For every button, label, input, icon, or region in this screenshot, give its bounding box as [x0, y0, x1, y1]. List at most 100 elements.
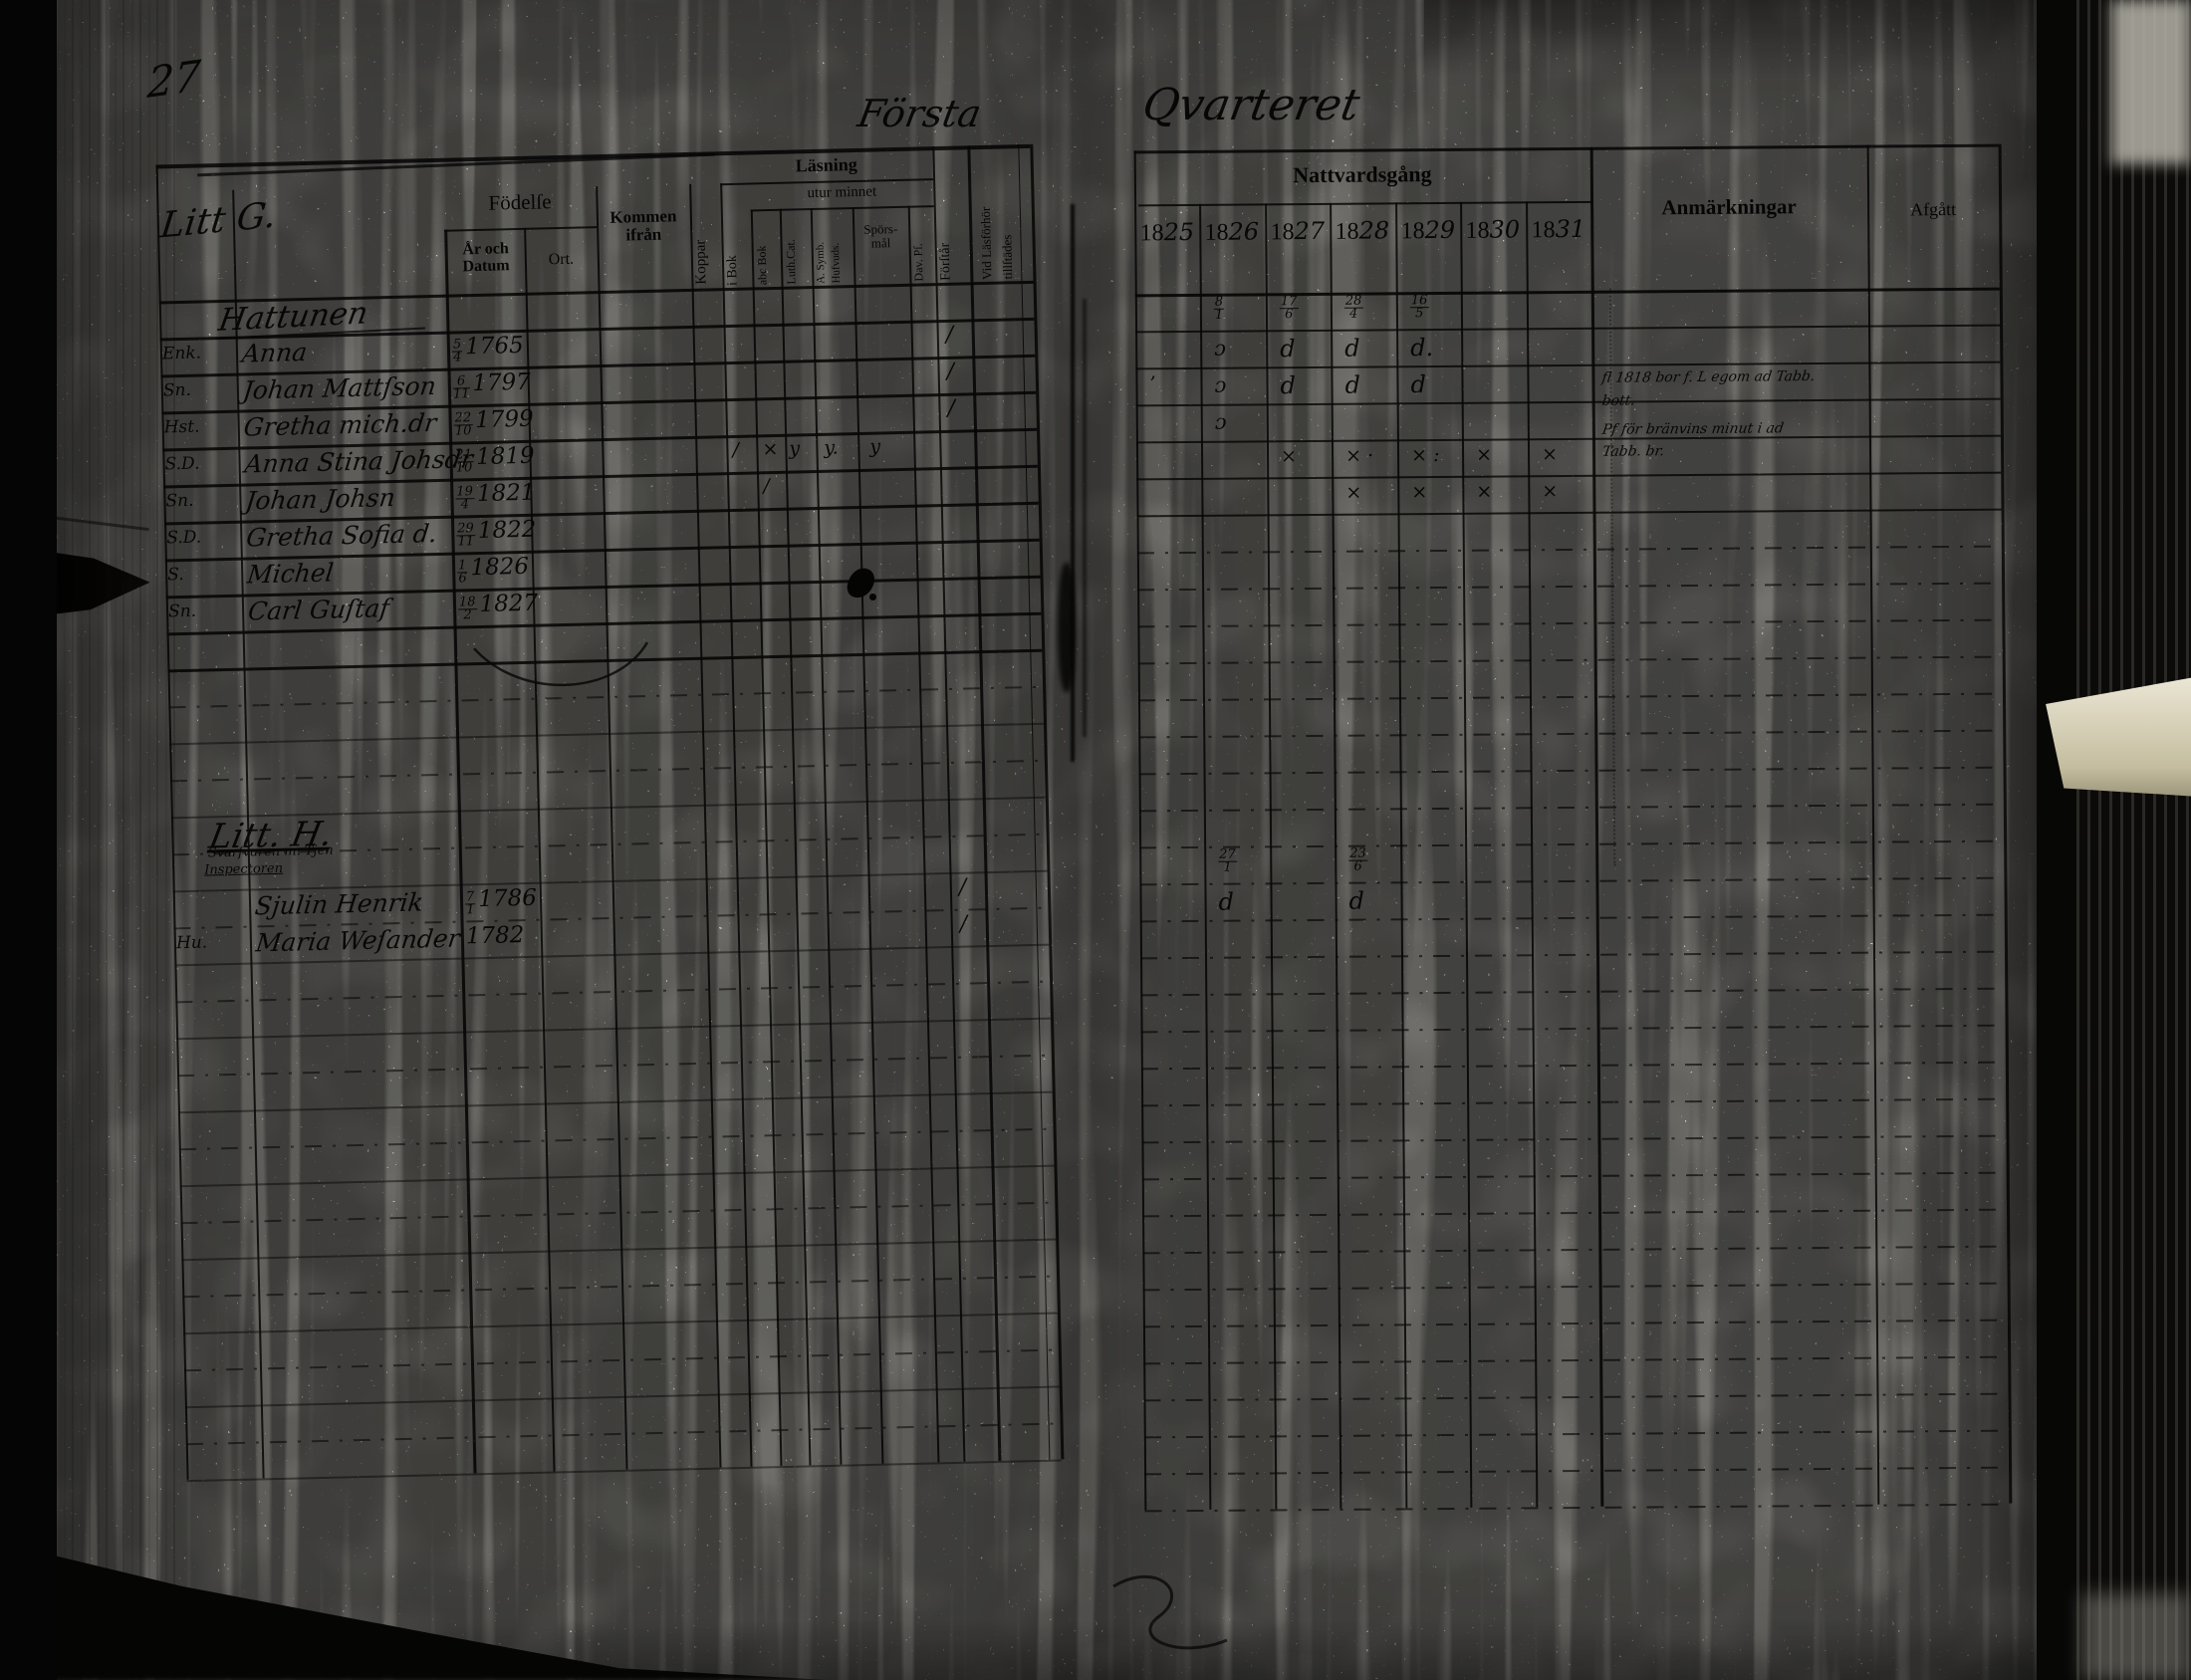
column-rule — [1330, 202, 1342, 1509]
column-rule — [1526, 201, 1539, 1508]
right-page-table: Nattvardsgång Anmärkningar Afgått 1825 18… — [1133, 136, 2013, 1518]
row-rule — [172, 869, 1048, 893]
reading-mark: / — [763, 475, 770, 498]
header-abc-bok: abc Bok — [754, 245, 770, 286]
birth-date: 19 4 1821 — [455, 479, 536, 513]
forstar-mark: / — [959, 911, 968, 937]
relation-abbrev: Sn. — [167, 600, 197, 622]
communion-mark: × — [1542, 480, 1559, 503]
occupation-note: Inspectoren — [204, 860, 284, 878]
row-rule — [181, 1238, 1057, 1262]
reading-mark: / — [732, 438, 740, 461]
column-rule — [720, 183, 753, 1467]
row-rule — [444, 226, 598, 232]
column-rule — [689, 183, 722, 1468]
forstar-mark: / — [958, 874, 967, 900]
scanner-black-border-left — [0, 0, 57, 1680]
birth-date: 1 6 1826 — [456, 553, 530, 587]
row-rule — [170, 759, 1045, 783]
row-rule — [178, 1127, 1054, 1151]
scanner-black-border-right — [2037, 0, 2191, 1680]
member-name: Michel — [245, 558, 336, 590]
row-rule — [180, 1201, 1056, 1225]
header-i-bok: i Bok — [724, 255, 741, 287]
column-rule — [1866, 144, 1880, 1505]
year-header: 1825 — [1139, 217, 1195, 247]
communion-mark: × — [1476, 480, 1493, 503]
forstar-mark: / — [945, 322, 954, 348]
row-rule — [179, 1164, 1055, 1188]
row-rule — [177, 1054, 1052, 1078]
birth-date: 1782 — [465, 922, 525, 950]
row-rule — [184, 1385, 1060, 1409]
member-name: Carl Guſtaf — [246, 594, 391, 626]
header-koppar: Koppar — [692, 239, 710, 285]
communion-mark: ’ — [1149, 372, 1156, 395]
communion-mark: ɔ — [1214, 409, 1227, 434]
scan-shadow — [1424, 0, 2034, 78]
communion-date: 23 6 — [1348, 845, 1367, 874]
member-name: Gretha Sofia d. — [244, 518, 439, 553]
communion-mark: × · — [1344, 444, 1374, 467]
row-rule — [182, 1275, 1058, 1299]
member-name: Sjulin Henrik — [253, 887, 425, 921]
birth-date: 7 1 1786 — [464, 884, 538, 918]
communion-mark: ɔ — [1214, 336, 1227, 360]
reading-mark: × — [762, 437, 779, 461]
communion-mark: d — [1410, 370, 1426, 399]
communion-date: 16 5 — [1409, 293, 1429, 322]
member-name: Johan Johsn — [243, 482, 397, 516]
header-fodelse: Födelſe — [488, 189, 552, 215]
year-header: 1828 — [1335, 216, 1390, 245]
member-name: Anna Stina Johsdr — [243, 444, 475, 479]
column-rule — [1199, 203, 1212, 1510]
fore-edge-lowlight — [2081, 1593, 2191, 1680]
section-g-heading: Litt G. — [157, 194, 279, 247]
member-name: Gretha mich.dr — [242, 407, 438, 442]
birth-date: 6 11 1797 — [452, 368, 532, 402]
header-anmarkningar: Anmärkningar — [1661, 194, 1797, 220]
communion-mark: d — [1344, 334, 1360, 362]
spread-title-first: Första — [854, 92, 985, 135]
communion-mark: d — [1348, 886, 1365, 915]
communion-date: 27 1 — [1218, 846, 1237, 875]
row-rule — [185, 1422, 1061, 1446]
row-rule — [1138, 200, 1593, 207]
communion-date: 17 6 — [1279, 294, 1299, 323]
member-name: Maria Weſander — [254, 923, 462, 958]
birth-date: 21 10 1819 — [454, 442, 535, 476]
gutter-ink-smudge — [1058, 563, 1076, 692]
row-rule — [183, 1312, 1058, 1335]
ink-dot — [869, 594, 876, 600]
header-nattvardsgang: Nattvardsgång — [1293, 161, 1432, 188]
column-rule — [1265, 203, 1278, 1510]
member-name: Johan Mattſson — [241, 370, 438, 405]
communion-mark: d — [1280, 371, 1296, 400]
forstar-mark: / — [946, 359, 955, 384]
communion-mark: d — [1280, 335, 1296, 363]
remark-note: Pf för bränvins minut i ad — [1600, 420, 1785, 438]
member-name: Anna — [240, 337, 309, 368]
communion-mark: × — [1541, 443, 1559, 466]
reading-mark: y — [789, 437, 801, 460]
communion-mark: × — [1411, 481, 1428, 504]
row-rule — [175, 980, 1051, 1004]
header-utur-minnet: utur minnet — [807, 183, 877, 202]
remark-note: Tabb. br. — [1601, 443, 1666, 461]
year-header: 1827 — [1270, 216, 1326, 246]
header-dav-ps: Dav. Pſ. — [910, 243, 926, 282]
communion-date: 28 4 — [1343, 293, 1363, 322]
relation-abbrev: Sn. — [165, 490, 194, 512]
row-rule — [750, 205, 934, 212]
column-rule — [596, 186, 628, 1470]
spread-title-quarter: Qvarteret — [1138, 80, 1364, 130]
birth-date: 22 10 1799 — [453, 405, 535, 439]
remark-note: bott. — [1600, 392, 1636, 409]
occupation-note: Svarfvaren m. Tjen — [207, 842, 334, 861]
header-lasning: Läsning — [795, 153, 857, 176]
header-kommen-ifran: Kommen ifrån — [609, 206, 677, 245]
left-page-table: Litt G. Födelſe År och Datum Ort. Kommen… — [155, 141, 1065, 1486]
relation-abbrev: Hst. — [163, 416, 200, 438]
